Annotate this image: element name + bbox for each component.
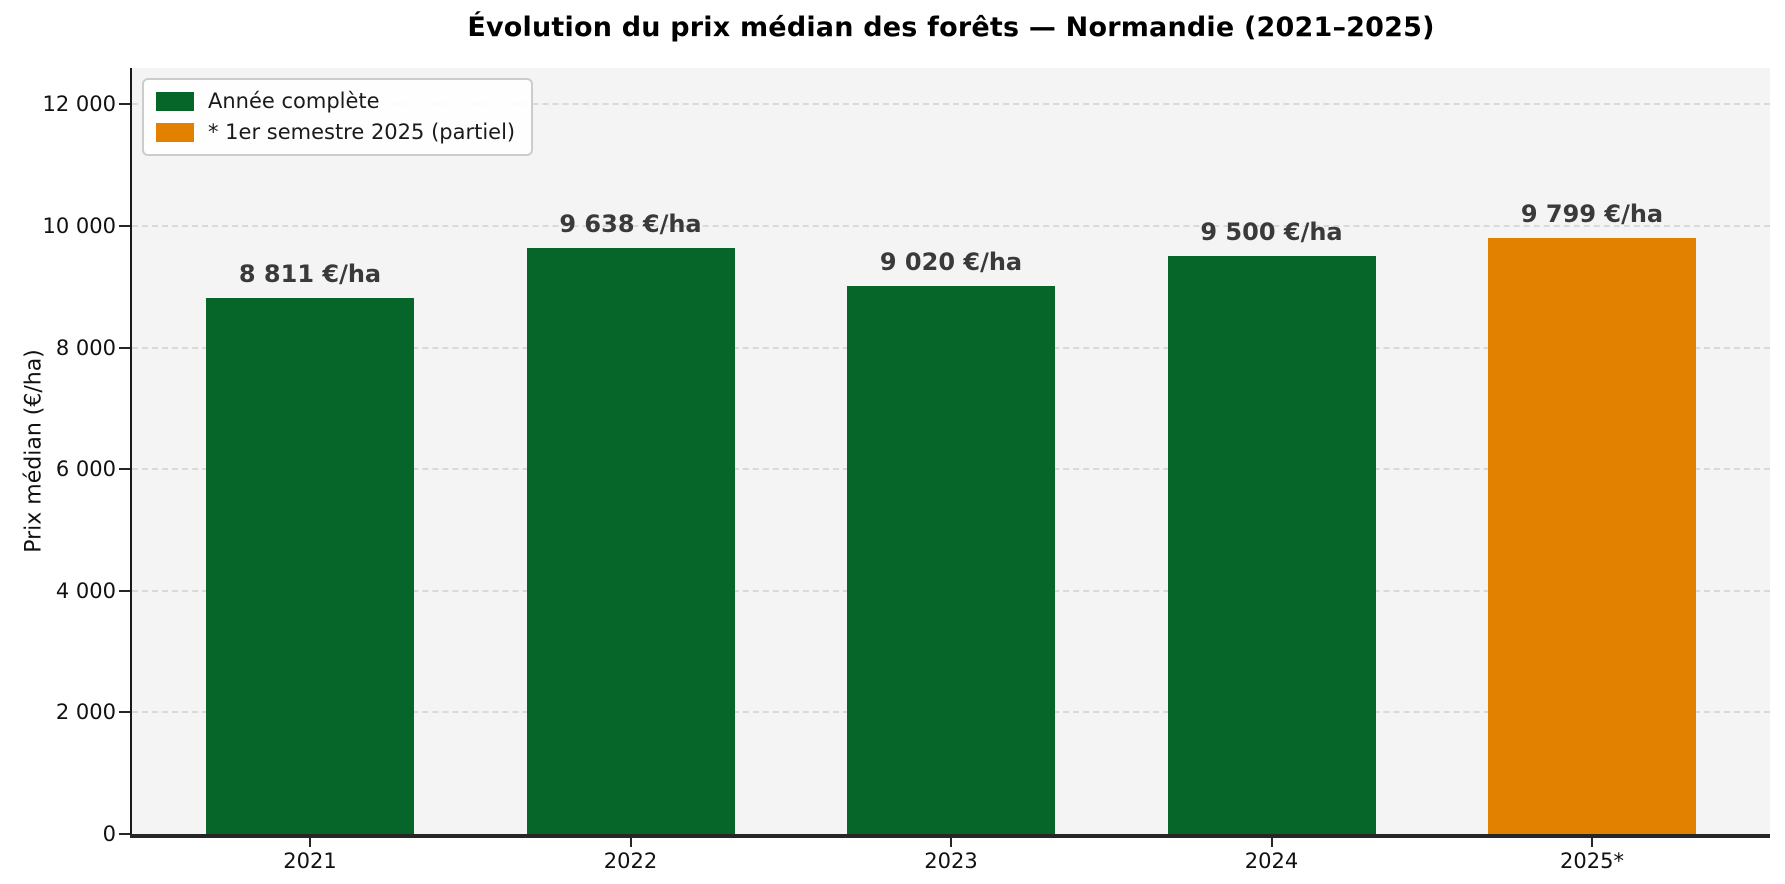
bar-2022 [526, 248, 735, 834]
x-tick-label: 2024 [1244, 849, 1299, 873]
bar-2025* [1488, 238, 1696, 834]
legend-item-partial-2025: * 1er semestre 2025 (partiel) [156, 120, 515, 144]
legend-swatch-orange [156, 122, 194, 142]
y-tick-mark [119, 225, 130, 228]
y-tick-mark [119, 589, 130, 592]
plot-area: 8 811 €/ha 9 638 €/ha 9 020 €/ha 9 500 €/ha… [132, 68, 1770, 834]
x-tick-mark [309, 838, 311, 847]
bar-value-label: 9 020 €/ha [879, 247, 1023, 276]
bar-2023 [847, 285, 1055, 834]
y-tick-mark [119, 468, 130, 471]
x-axis-spine [130, 834, 1770, 838]
legend-item-complete-year: Année complète [156, 89, 515, 113]
legend: Année complète * 1er semestre 2025 (part… [142, 78, 534, 156]
y-tick-label: 4 000 [55, 578, 116, 603]
y-axis-spine [130, 68, 132, 838]
y-tick-mark [119, 103, 130, 106]
bar-value-label: 9 799 €/ha [1520, 200, 1664, 229]
gridline-10000 [132, 225, 1770, 228]
bar-2021 [206, 298, 414, 834]
x-tick-mark [1270, 838, 1273, 847]
y-tick-mark [119, 833, 130, 835]
x-tick-mark [629, 838, 632, 847]
legend-label: Année complète [208, 89, 380, 113]
bar-value-label: 8 811 €/ha [238, 260, 382, 289]
bar-2024 [1167, 256, 1376, 834]
y-axis-label: Prix médian (€/ha) [21, 349, 47, 553]
y-tick-label: 12 000 [42, 92, 116, 117]
y-tick-label: 10 000 [42, 214, 116, 239]
y-tick-label: 6 000 [55, 457, 116, 482]
legend-label: * 1er semestre 2025 (partiel) [208, 120, 516, 144]
x-tick-label: 2021 [283, 849, 337, 873]
bar-value-label: 9 638 €/ha [559, 210, 702, 239]
x-tick-label: 2023 [924, 849, 978, 873]
y-tick-label: 0 [102, 822, 116, 846]
x-tick-mark [1591, 838, 1593, 847]
x-tick-mark [950, 838, 952, 847]
y-tick-label: 2 000 [55, 700, 116, 725]
gridline-12000 [132, 103, 1770, 106]
y-tick-mark [119, 346, 130, 349]
x-tick-label: 2022 [603, 849, 658, 873]
chart-title: Évolution du prix médian des forêts — No… [467, 12, 1435, 43]
y-tick-label: 8 000 [55, 335, 116, 360]
x-tick-label: 2025* [1560, 849, 1624, 873]
bar-value-label: 9 500 €/ha [1200, 218, 1343, 247]
legend-swatch-green [156, 91, 194, 111]
y-tick-mark [119, 711, 130, 714]
